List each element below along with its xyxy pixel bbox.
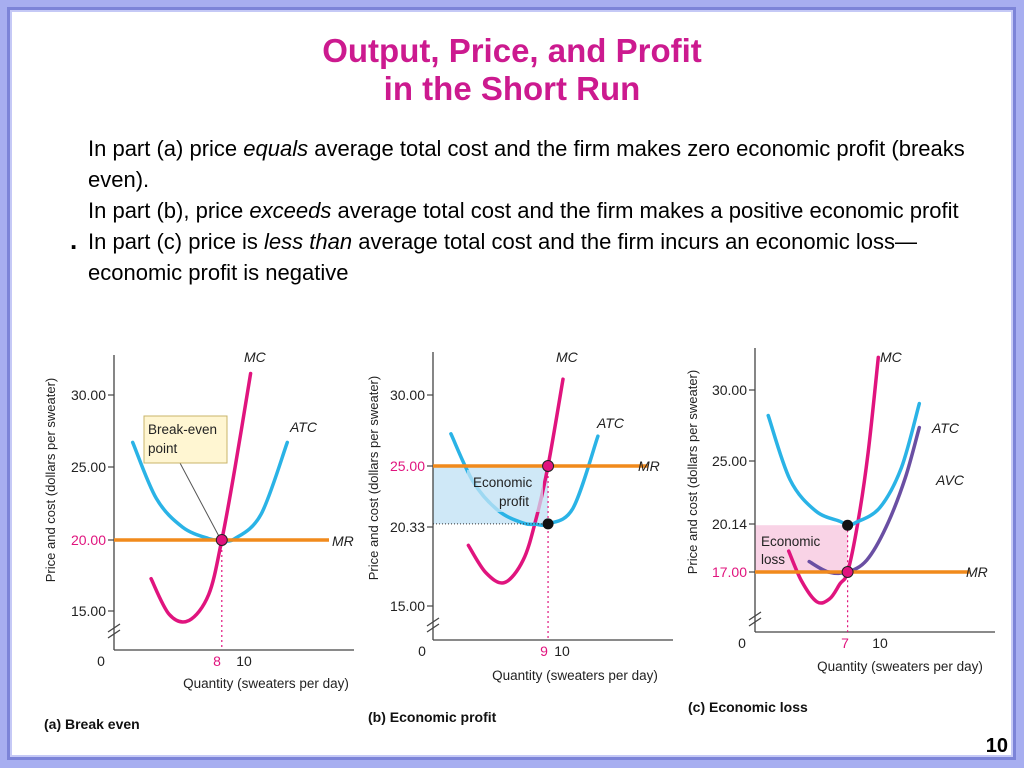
paragraph-b-emphasis: exceeds: [249, 198, 332, 223]
annotation-leader-a: [179, 462, 220, 537]
economic-loss-area: [755, 525, 848, 572]
y-tick-label-b: 15.00: [390, 598, 425, 614]
paragraph-a-emphasis: equals: [243, 136, 309, 161]
avc-label-c: AVC: [935, 472, 965, 488]
mc-curve-c: [786, 355, 881, 605]
slide-title: Output, Price, and Profit in the Short R…: [0, 32, 1024, 108]
paragraph-b-end: average total cost and the firm makes a …: [331, 198, 959, 223]
mr-label-b: MR: [638, 458, 660, 474]
paragraph-b: In part (b), price exceeds average total…: [88, 195, 988, 226]
x-tick-label-b: 9: [540, 643, 548, 659]
loss-label-line1: Economic: [761, 534, 821, 549]
y-tick-label-a: 25.00: [71, 459, 106, 475]
x-tick-label-a: 0: [97, 653, 105, 669]
atc-label-a: ATC: [289, 419, 318, 435]
title-line-2: in the Short Run: [383, 70, 641, 107]
mc-label-b: MC: [556, 349, 579, 365]
break-even-point: [215, 534, 228, 546]
paragraph-b-start: In part (b), price: [88, 198, 250, 223]
atc-curve-c: [766, 401, 922, 528]
paragraph-a: In part (a) price equals average total c…: [88, 133, 988, 195]
mc-label-a: MC: [244, 349, 267, 365]
y-tick-label-c: 20.14: [712, 516, 747, 532]
mr-label-a: MR: [332, 533, 354, 549]
y-tick-label-c: 30.00: [712, 382, 747, 398]
break-even-box: [143, 415, 228, 464]
loss-label-line2: loss: [761, 552, 785, 567]
paragraph-a-end: average total cost and the firm makes ze…: [88, 136, 965, 192]
y-tick-label-a: 20.00: [71, 532, 106, 548]
x-tick-label-c: 10: [872, 635, 888, 651]
x-axis-label-b: Quantity (sweaters per day): [492, 668, 658, 683]
bullet-dot: .: [70, 225, 78, 255]
page-number: 10: [985, 735, 1008, 757]
panel-caption-c: (c) Economic loss: [688, 699, 808, 715]
y-axis-label-b: Price and cost (dollars per sweater): [366, 376, 381, 580]
y-tick-label-b: 25.00: [390, 458, 425, 474]
paragraph-c-end: average total cost and the firm incurs a…: [88, 229, 918, 285]
x-tick-label-c: 0: [738, 635, 746, 651]
mr-label-c: MR: [966, 564, 988, 580]
x-axis-label-a: Quantity (sweaters per day): [183, 676, 349, 691]
y-tick-label-a: 15.00: [71, 603, 106, 619]
axis-break-a: [107, 623, 121, 639]
slide-frame: [7, 7, 1016, 760]
y-tick-label-c: 25.00: [712, 453, 747, 469]
y-axis-label-a: Price and cost (dollars per sweater): [43, 378, 58, 582]
axis-break-c: [748, 611, 762, 627]
mc-curve-a: [149, 371, 253, 624]
loss-mr-point: [841, 566, 854, 578]
x-tick-label-a: 8: [213, 653, 221, 669]
panel-caption-b: (b) Economic profit: [368, 709, 497, 725]
profit-label-bg: [467, 470, 543, 512]
title-line-1: Output, Price, and Profit: [322, 32, 702, 69]
x-tick-label-a: 10: [236, 653, 252, 669]
panel-caption-a: (a) Break even: [44, 716, 140, 732]
x-tick-label-b: 0: [418, 643, 426, 659]
paragraph-c-start: In part (c) price is: [88, 229, 265, 254]
x-tick-label-c: 7: [841, 635, 849, 651]
body-text: In part (a) price equals average total c…: [88, 133, 988, 288]
x-tick-label-b: 10: [554, 643, 570, 659]
axis-break-b: [426, 617, 440, 633]
paragraph-a-start: In part (a) price: [88, 136, 244, 161]
break-even-label-line1: Break-even: [148, 422, 217, 437]
profit-label-line1: Economic: [473, 475, 533, 490]
profit-mr-point: [542, 460, 555, 472]
paragraph-c-emphasis: less than: [264, 229, 353, 254]
paragraph-c: In part (c) price is less than average t…: [88, 226, 988, 288]
y-tick-label-b: 20.33: [390, 519, 425, 535]
y-tick-label-a: 30.00: [71, 387, 106, 403]
profit-atc-point: [542, 518, 554, 530]
y-tick-label-c: 17.00: [712, 564, 747, 580]
atc-label-b: ATC: [596, 415, 625, 431]
break-even-label-line2: point: [148, 441, 178, 456]
y-tick-label-b: 30.00: [390, 387, 425, 403]
profit-label-line2: profit: [499, 494, 529, 509]
atc-label-c: ATC: [931, 420, 960, 436]
loss-atc-point: [842, 519, 854, 531]
mc-label-c: MC: [880, 349, 903, 365]
y-axis-label-c: Price and cost (dollars per sweater): [685, 370, 700, 574]
x-axis-label-c: Quantity (sweaters per day): [817, 659, 983, 674]
